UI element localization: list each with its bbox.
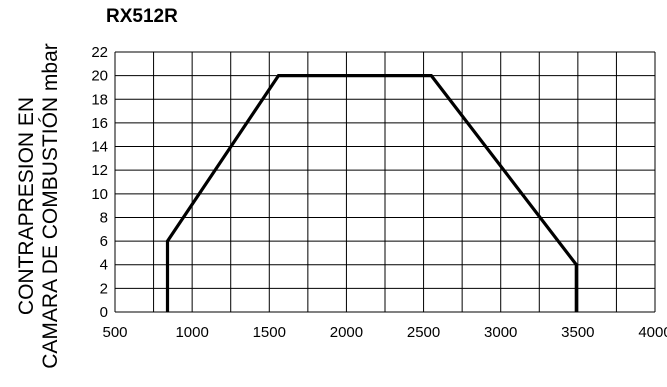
x-tick-label: 2500 [407,324,440,341]
y-tick-label: 22 [91,44,108,61]
x-tick-label: 3500 [561,324,594,341]
y-tick-label: 14 [91,139,108,156]
x-tick-label: 3000 [484,324,517,341]
y-tick-label: 4 [100,257,108,274]
x-tick-label: 1500 [253,324,286,341]
y-tick-label: 18 [91,91,108,108]
x-tick-label: 1000 [175,324,208,341]
y-tick-label: 10 [91,186,108,203]
y-tick-labels: 0 2 4 6 8 10 12 14 16 18 20 22 [91,44,108,321]
y-tick-label: 20 [91,68,108,85]
x-tick-label: 2000 [330,324,363,341]
chart-title: RX512R [106,6,178,27]
y-axis-label: CONTRAPRESION EN CAMARA DE COMBUSTIÓN mb… [8,30,64,382]
y-tick-label: 0 [100,304,108,321]
grid-lines [114,51,656,313]
y-tick-label: 12 [91,162,108,179]
y-axis-label-line-1: CONTRAPRESION EN [15,97,38,315]
series-line [165,74,578,312]
y-axis-label-line-2: CAMARA DE COMBUSTIÓN mbar [39,43,62,369]
y-tick-label: 2 [100,280,108,297]
x-tick-label: 500 [102,324,127,341]
series-layer [165,74,578,312]
y-tick-label: 6 [100,233,108,250]
y-tick-label: 16 [91,115,108,132]
y-tick-label: 8 [100,209,108,226]
